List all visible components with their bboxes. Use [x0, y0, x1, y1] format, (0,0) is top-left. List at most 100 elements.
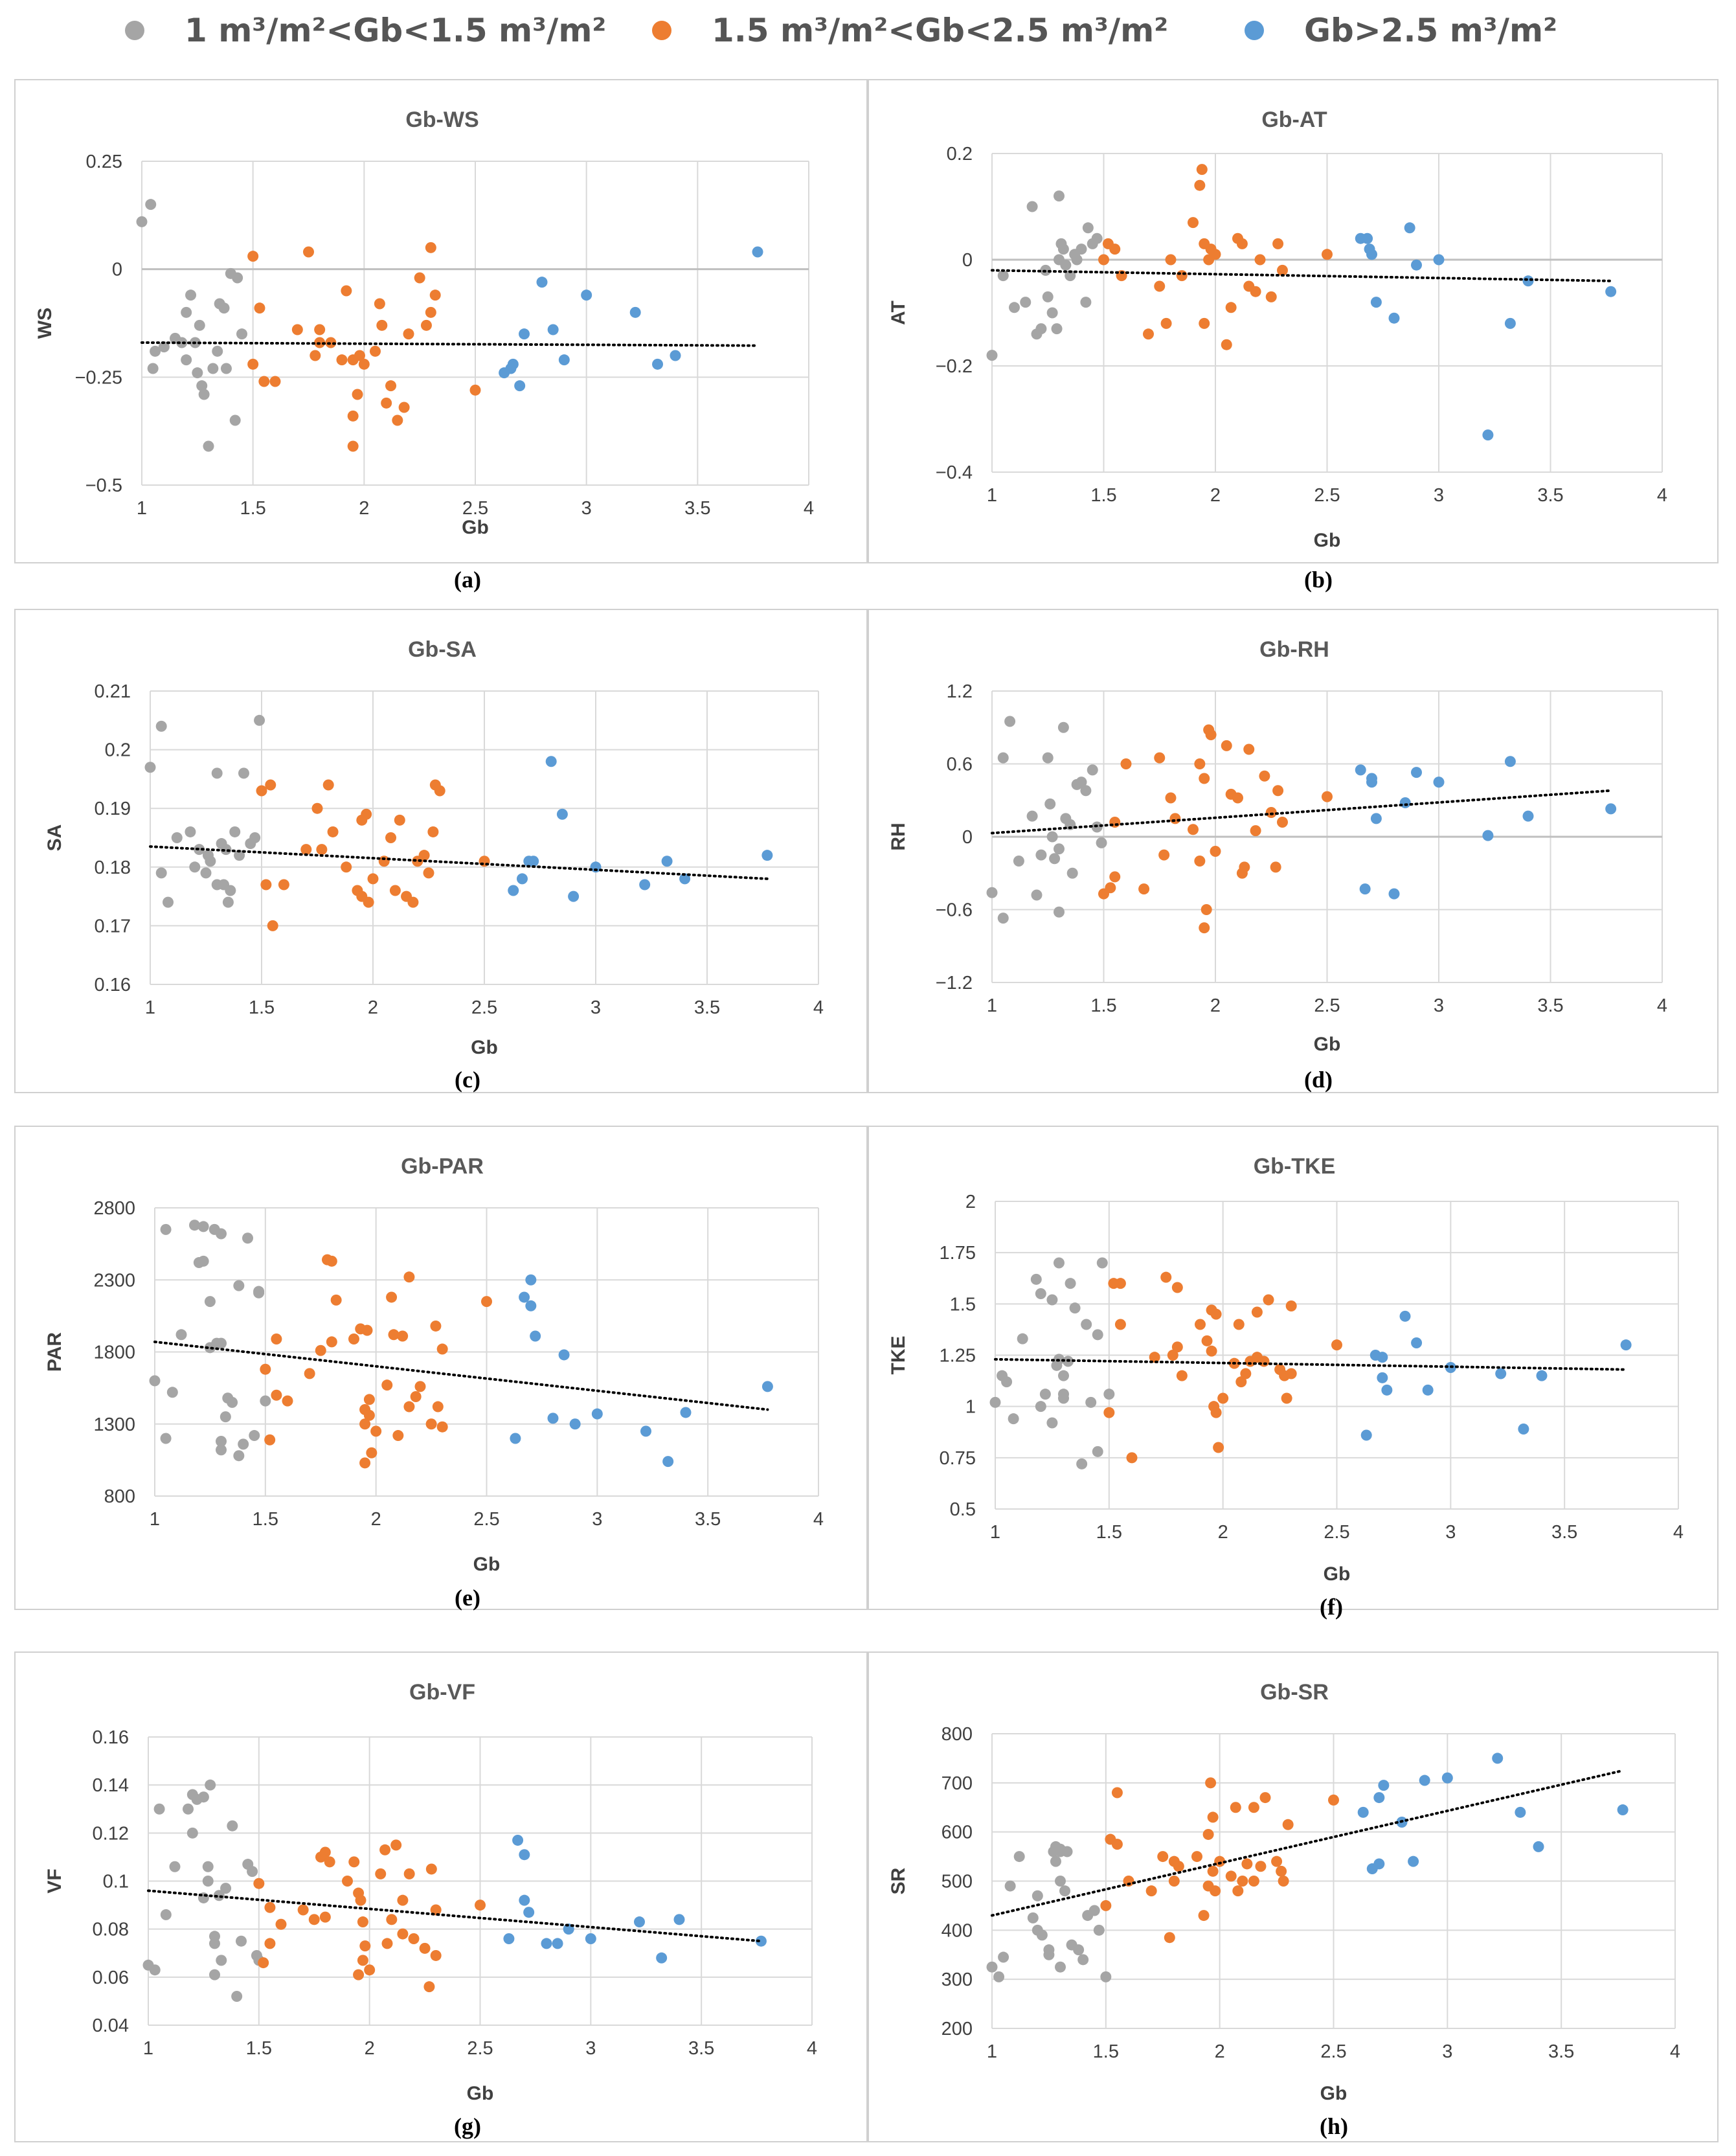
- data-point-gray: [1054, 190, 1065, 202]
- data-point-blue: [519, 1849, 530, 1861]
- y-tick-label: −0.5: [85, 475, 122, 496]
- data-point-orange: [1126, 1452, 1138, 1464]
- data-point-orange: [469, 384, 481, 396]
- y-tick-label: 1.75: [940, 1243, 976, 1264]
- data-point-orange: [420, 319, 432, 331]
- data-point-gray: [202, 1861, 214, 1872]
- x-tick-label: 4: [1670, 2041, 1680, 2062]
- data-point-gray: [1044, 798, 1056, 810]
- data-point-orange: [1165, 254, 1177, 266]
- x-tick-label: 3.5: [1537, 485, 1563, 506]
- y-tick-label: 700: [941, 1773, 973, 1794]
- data-point-orange: [1164, 1932, 1175, 1944]
- trendline: [141, 341, 760, 347]
- data-point-orange: [271, 1389, 282, 1401]
- data-point-gray: [220, 363, 232, 374]
- data-point-orange: [388, 1329, 400, 1341]
- data-point-gray: [181, 354, 192, 366]
- data-point-orange: [247, 358, 259, 370]
- data-point-orange: [1240, 1368, 1252, 1379]
- data-point-orange: [271, 1333, 282, 1345]
- data-point-blue: [1388, 312, 1400, 324]
- data-point-orange: [1114, 1278, 1126, 1289]
- data-point-orange: [419, 1942, 431, 1954]
- data-point-gray: [1057, 721, 1069, 733]
- data-point-blue: [508, 885, 519, 896]
- x-tick-label: 1.5: [1090, 485, 1116, 506]
- data-point-gray: [189, 861, 201, 873]
- y-tick-label: 1.5: [950, 1294, 976, 1315]
- data-point-gray: [1050, 1855, 1061, 1867]
- data-point-orange: [347, 410, 359, 422]
- data-point-orange: [1210, 1407, 1222, 1418]
- data-point-gray: [1096, 1257, 1108, 1269]
- data-point-orange: [1248, 1876, 1259, 1887]
- data-point-orange: [1109, 244, 1121, 255]
- data-point-gray: [1020, 297, 1031, 308]
- data-point-orange: [1241, 1858, 1253, 1870]
- data-point-gray: [238, 1438, 249, 1450]
- data-point-gray: [1031, 1890, 1043, 1901]
- data-point-orange: [1263, 1294, 1274, 1306]
- data-point-gray: [209, 1931, 220, 1942]
- data-point-gray: [1096, 837, 1107, 848]
- data-point-blue: [1617, 1804, 1629, 1816]
- data-point-orange: [1331, 1339, 1342, 1351]
- data-point-orange: [1145, 1885, 1157, 1897]
- data-point-blue: [591, 1408, 603, 1420]
- chart-panel-sa: Gb-SA 1 1.5 2 2.5 3 3.5 4 0.16 0.17 0.18 0.19 0.2 0.2…: [14, 609, 868, 1093]
- data-point-gray: [997, 270, 1009, 282]
- data-point-gray: [222, 896, 234, 908]
- data-point-orange: [363, 1394, 375, 1405]
- data-point-orange: [392, 1430, 404, 1442]
- data-point-blue: [752, 246, 763, 258]
- x-axis-label: Gb: [473, 1554, 501, 1575]
- y-tick-label: 1.2: [947, 681, 973, 702]
- trendline: [994, 1357, 1628, 1371]
- data-point-gray: [1093, 1924, 1105, 1936]
- data-point-gray: [149, 1375, 161, 1387]
- data-point-blue: [581, 289, 592, 301]
- data-point-orange: [1265, 291, 1277, 302]
- x-tick-label: 2.5: [462, 498, 488, 519]
- x-tick-label: 1.5: [1090, 995, 1116, 1016]
- data-point-gray: [1055, 1876, 1066, 1887]
- data-point-blue: [1605, 803, 1617, 815]
- data-point-gray: [1054, 906, 1065, 918]
- data-point-blue: [1404, 222, 1415, 234]
- data-point-orange: [475, 1900, 486, 1911]
- data-point-orange: [316, 844, 328, 856]
- data-point-orange: [1194, 856, 1206, 867]
- data-point-orange: [264, 1901, 276, 1913]
- data-point-gray: [209, 1969, 220, 1980]
- data-point-gray: [227, 1396, 238, 1408]
- data-point-orange: [247, 251, 259, 262]
- data-point-orange: [434, 785, 445, 797]
- data-point-orange: [1165, 792, 1177, 804]
- data-point-gray: [149, 1964, 161, 1976]
- y-tick-label: −0.25: [75, 367, 122, 388]
- data-point-gray: [1035, 323, 1047, 335]
- data-point-orange: [1169, 813, 1181, 824]
- data-point-blue: [629, 306, 641, 318]
- data-point-blue: [1536, 1370, 1548, 1381]
- data-point-orange: [315, 1345, 326, 1356]
- data-point-orange: [314, 324, 326, 335]
- data-point-orange: [336, 354, 348, 366]
- data-point-orange: [1250, 825, 1261, 837]
- data-point-gray: [185, 826, 196, 837]
- chart-vf-svg: Gb-VF 1 1.5 2 2.5 3 3.5 4 0.04 0.06 0.08 0.1 0.12 0.1…: [44, 1680, 817, 2104]
- data-point-blue: [519, 1291, 530, 1303]
- data-point-blue: [1360, 1429, 1372, 1441]
- chart-panel-at: Gb-AT 1 1.5 2 2.5 3 3.5 4 −0.4 −0.2 0 0.2 Gb AT: [868, 79, 1719, 563]
- data-point-gray: [158, 341, 170, 353]
- data-point-blue: [1522, 275, 1534, 287]
- y-tick-label: 1300: [93, 1414, 135, 1435]
- data-point-orange: [376, 319, 388, 331]
- data-point-blue: [1533, 1841, 1544, 1852]
- data-point-blue: [755, 1935, 767, 1947]
- chart-title: Gb-RH: [1259, 637, 1329, 662]
- data-point-orange: [1233, 1319, 1245, 1330]
- data-point-orange: [430, 1904, 442, 1916]
- data-point-gray: [1035, 1401, 1046, 1413]
